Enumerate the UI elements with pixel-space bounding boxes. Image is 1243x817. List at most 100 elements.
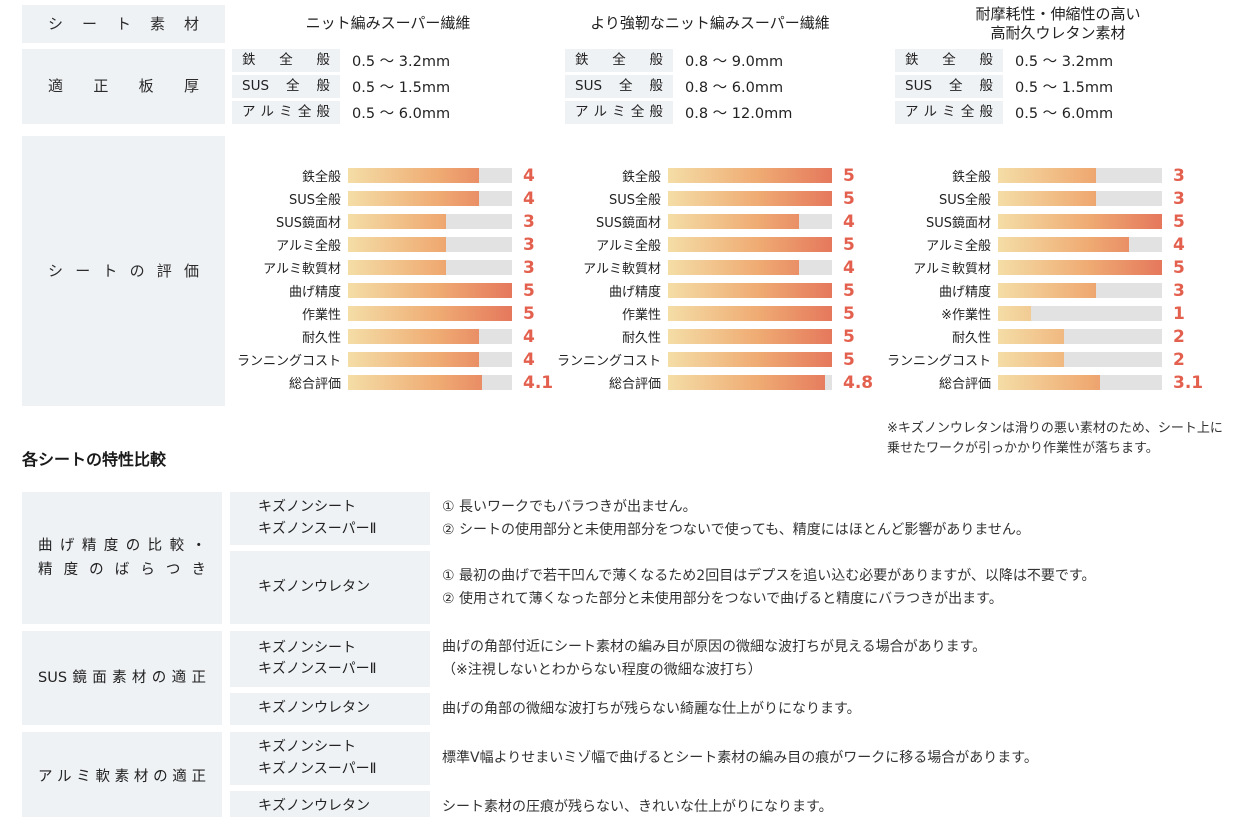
rating-bar-remainder [479, 191, 512, 206]
rating-value: 5 [843, 280, 855, 301]
rating-label: SUS鏡面材 [595, 216, 661, 231]
rating-bar [348, 260, 512, 275]
rating-label: 耐久性 [301, 331, 341, 346]
rating-row: アルミ軟質材 5 [882, 257, 1203, 278]
rating-row: 耐久性 5 [552, 327, 873, 347]
rating-value: 3 [523, 257, 535, 278]
rating-value: 4 [523, 188, 535, 209]
comparison-row-header: 曲げ精度の比較・ 精度のばらつき [22, 492, 222, 625]
rating-bar-remainder [1096, 168, 1162, 183]
rating-bar [998, 352, 1162, 367]
comparison-row-header-line: 曲げ精度の比較・ [38, 537, 206, 554]
rating-label: SUS全般 [288, 193, 341, 208]
rating-label: 作業性 [301, 308, 341, 323]
thickness-row-label: アルミ全般 [232, 101, 340, 124]
rating-row: SUS全般 5 [552, 189, 873, 209]
comparison-subrows: キズノンシート キズノンスーパーⅡ 曲げの角部付近にシート素材の編み目が原因の微細な… [230, 631, 1233, 726]
rating-bar [348, 329, 512, 344]
material-title-line: 高耐久ウレタン素材 [990, 24, 1126, 42]
rating-value: 5 [1173, 257, 1185, 278]
rating-row: SUS全般 3 [882, 189, 1203, 209]
description-line: ② シートの使用部分と未使用部分をつないで使っても、精度にはほとんど影響がありま… [442, 521, 1030, 538]
sheet-name-line: キズノンウレタン [258, 700, 370, 717]
sheet-description: ① 最初の曲げで若干凹んで薄くなるため2回目はデプスを追い込む必要がありますが、… [442, 551, 1233, 624]
urethane-workability-note: ※キズノンウレタンは滑りの悪い素材のため、シート上に乗せたワークが引っかかり作業… [887, 421, 1223, 457]
thickness-row: アルミ全般 0.5 〜 6.0mm [232, 101, 544, 124]
rating-label: 耐久性 [621, 331, 661, 346]
rating-label: アルミ全般 [926, 239, 991, 254]
comparison-table: 曲げ精度の比較・ 精度のばらつき キズノンシート キズノンスーパーⅡ ① 長いワークでも… [22, 492, 1233, 817]
sheet-description: 曲げの角部付近にシート素材の編み目が原因の微細な波打ちが見える場合があります。 （… [442, 631, 1233, 687]
sheet-name-cell: キズノンシート キズノンスーパーⅡ [230, 492, 430, 546]
rating-label: アルミ軟質材 [263, 262, 341, 277]
rating-row: 総合評価 4.8 [552, 373, 873, 393]
rating-value: 4 [523, 349, 535, 370]
thickness-row: アルミ全般 0.8 〜 12.0mm [565, 101, 868, 124]
rating-value: 1 [1173, 303, 1185, 324]
rating-bar [668, 214, 832, 229]
description-line: 標準V幅よりせまいミゾ幅で曲げるとシート素材の編み目の痕がワークに移る場合があり… [442, 750, 1038, 767]
thickness-row-label: 鉄全般 [565, 49, 673, 72]
rating-label: ランニングコスト [886, 354, 991, 369]
rating-label: ランニングコスト [236, 354, 341, 369]
thickness-header: 適正板厚 [22, 49, 225, 124]
rating-bar [668, 306, 832, 321]
rating-bar-remainder [1063, 352, 1162, 367]
rating-label: アルミ全般 [276, 239, 341, 254]
sheet-name-cell: キズノンウレタン [230, 551, 430, 625]
rating-row: ランニングコスト 4 [232, 349, 553, 370]
rating-row: SUS全般 4 [232, 188, 553, 209]
description-line: ② 使用されて薄くなった部分と未使用部分をつないで曲げると精度にバラつきが出ます… [442, 590, 1003, 607]
rating-bar [998, 260, 1162, 275]
rating-value: 5 [1173, 211, 1185, 232]
sheet-description: 曲げの角部の微細な波打ちが残らない綺麗な仕上がりになります。 [442, 693, 1233, 725]
rating-bar-remainder [479, 168, 512, 183]
rating-row: 総合評価 4.1 [232, 373, 553, 393]
rating-value: 4 [843, 211, 855, 232]
rating-row: アルミ軟質材 3 [232, 257, 553, 278]
rating-bar-remainder [446, 214, 512, 229]
rating-value: 2 [1173, 326, 1185, 347]
rating-label: ランニングコスト [556, 354, 661, 369]
rating-chart: 鉄全般 3 SUS全般 3 SUS鏡面材 5 アルミ全般 4 アルミ軟質材 5 曲げ精度 3 ※作業性 1… [882, 166, 1203, 393]
thickness-row-value: 0.8 〜 12.0mm [685, 106, 793, 122]
comparison-row-header-line: SUS鏡面素材の適正 [38, 669, 206, 686]
rating-bar [348, 283, 512, 298]
rating-value: 3 [523, 211, 535, 232]
sheet-name-line: キズノンシート [258, 639, 356, 656]
rating-bar-remainder [1099, 375, 1162, 390]
rating-row: SUS鏡面材 4 [552, 211, 873, 232]
rating-bar [998, 214, 1162, 229]
thickness-row: 鉄全般 0.8 〜 9.0mm [565, 49, 868, 72]
rating-bar [668, 191, 832, 206]
thickness-row-value: 0.5 〜 1.5mm [352, 80, 451, 96]
rating-bar [668, 352, 832, 367]
thickness-row-value: 0.5 〜 3.2mm [352, 54, 451, 70]
sheet-description: シート素材の圧痕が残らない、きれいな仕上がりになります。 [442, 791, 1233, 817]
rating-bar [348, 168, 512, 183]
comparison-row-header: アルミ軟素材の適正 [22, 732, 222, 817]
rating-bar-remainder [1063, 329, 1162, 344]
rating-value: 4 [523, 165, 535, 186]
rating-bar [998, 168, 1162, 183]
rating-label: SUS全般 [608, 193, 661, 208]
comparison-row: SUS鏡面素材の適正 キズノンシート キズノンスーパーⅡ 曲げの角部付近にシート素材の… [22, 631, 1233, 726]
rating-label: 曲げ精度 [938, 285, 991, 300]
rating-value: 5 [523, 303, 535, 324]
rating-bar-remainder [446, 237, 512, 252]
rating-row: ランニングコスト 5 [552, 350, 873, 370]
rating-bar [348, 375, 512, 390]
rating-value: 5 [843, 303, 855, 324]
rating-label: 耐久性 [951, 331, 991, 346]
comparison-subrows: キズノンシート キズノンスーパーⅡ ① 長いワークでもバラつきが出ません。 ② シート… [230, 492, 1233, 625]
comparison-row-header: SUS鏡面素材の適正 [22, 631, 222, 726]
thickness-row-label: アルミ全般 [565, 101, 673, 124]
rating-label: アルミ軟質材 [913, 262, 991, 277]
rating-value: 5 [843, 234, 855, 255]
rating-row: SUS鏡面材 3 [232, 211, 553, 232]
rating-label: 曲げ精度 [288, 285, 341, 300]
rating-row: アルミ全般 4 [882, 235, 1203, 255]
thickness-row-label: 鉄全般 [232, 49, 340, 72]
thickness-row-label: 鉄全般 [895, 49, 1003, 72]
rating-row: アルミ軟質材 4 [552, 258, 873, 278]
